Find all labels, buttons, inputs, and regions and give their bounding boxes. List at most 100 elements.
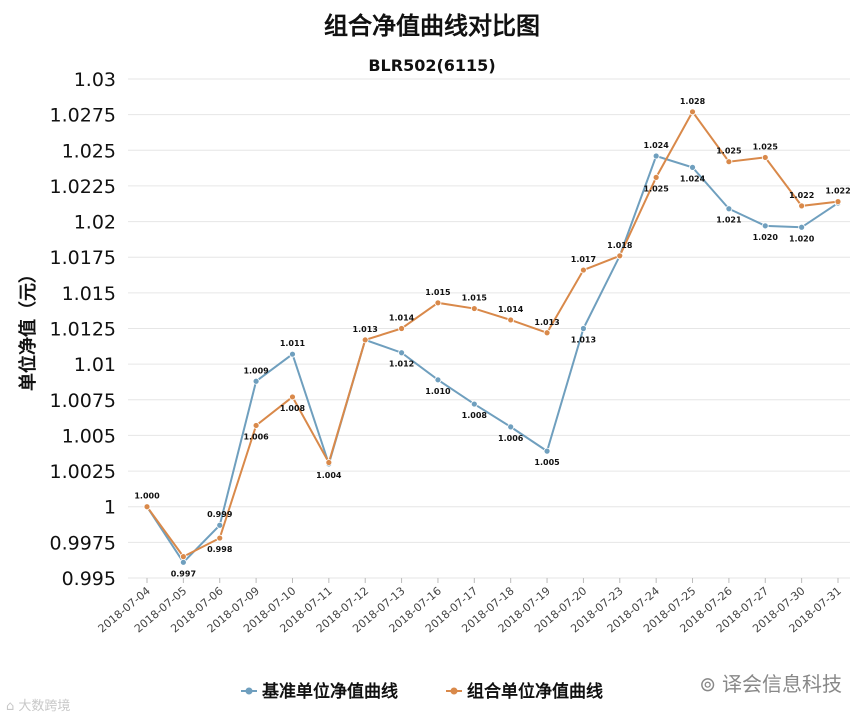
data-label: 1.000 (134, 492, 160, 501)
data-label: 1.009 (243, 366, 269, 375)
data-label: 0.999 (207, 510, 233, 519)
data-label: 1.020 (753, 233, 779, 242)
series-lines (143, 108, 842, 566)
data-point (434, 299, 442, 307)
y-tick-label: 0.995 (62, 568, 116, 590)
y-tick-label: 1.015 (62, 283, 116, 305)
data-label: 1.005 (534, 458, 560, 467)
data-label: 1.021 (716, 216, 742, 225)
data-label: 1.012 (389, 360, 414, 369)
data-label: 1.008 (462, 411, 488, 420)
data-point (543, 447, 551, 455)
legend-label: 基准单位净值曲线 (261, 681, 398, 702)
data-label: 1.020 (789, 234, 815, 243)
data-point (325, 459, 333, 466)
legend-item-1[interactable]: 基准单位净值曲线 (241, 681, 398, 702)
y-axis-label: 单位净值（元） (17, 265, 39, 391)
data-point (507, 316, 515, 324)
data-label: 1.006 (243, 432, 269, 441)
data-label: 1.017 (571, 255, 596, 264)
data-point (398, 325, 405, 332)
data-label: 1.013 (353, 325, 378, 334)
data-label: 1.014 (498, 305, 524, 314)
watermark-right: ⊚ 译会信息科技 (699, 672, 842, 696)
data-point (289, 350, 296, 358)
data-point (507, 423, 515, 431)
data-point (179, 553, 187, 561)
chart-title: 组合净值曲线对比图 (324, 12, 540, 40)
legend[interactable]: 基准单位净值曲线 组合单位净值曲线 (241, 681, 603, 702)
y-tick-label: 1.0075 (50, 390, 116, 412)
x-axis-ticks: 2018-07-042018-07-052018-07-062018-07-09… (96, 578, 844, 635)
data-point (798, 202, 806, 210)
y-tick-label: 1.0275 (50, 105, 116, 127)
data-label: 1.025 (644, 184, 670, 193)
data-label: 1.022 (789, 191, 814, 200)
y-tick-label: 1.03 (74, 69, 116, 91)
data-point (216, 534, 224, 542)
y-tick-label: 1.02 (74, 212, 116, 234)
data-label: 1.004 (316, 471, 342, 480)
wechat-icon: ⊚ (699, 672, 716, 696)
data-label: 0.998 (207, 545, 233, 554)
data-point (725, 205, 733, 213)
data-point (470, 400, 478, 408)
data-label: 1.018 (607, 241, 633, 250)
legend-marker-icon (245, 687, 253, 695)
data-point (798, 223, 806, 231)
data-point (179, 558, 187, 566)
data-point (689, 108, 696, 116)
data-point (216, 521, 224, 529)
data-point (652, 152, 660, 160)
data-point (252, 422, 260, 429)
watermark-left: ⌂ 大数跨境 (6, 699, 71, 714)
data-point (761, 154, 769, 161)
y-tick-label: 1.005 (62, 425, 116, 447)
data-label: 1.011 (280, 339, 306, 348)
y-tick-label: 1.0025 (50, 461, 116, 483)
legend-label: 组合单位净值曲线 (467, 681, 603, 702)
gridlines (128, 78, 850, 579)
data-point (398, 349, 405, 357)
data-label: 1.013 (571, 336, 596, 345)
y-tick-label: 1.01 (74, 354, 116, 376)
data-label: 1.024 (644, 141, 670, 150)
data-point (834, 198, 842, 206)
data-label: 1.010 (425, 387, 451, 396)
data-label: 1.015 (462, 294, 488, 303)
y-tick-label: 1.0125 (50, 319, 116, 341)
data-point (252, 377, 260, 385)
y-axis-ticks: 1.03 1.0275 1.025 1.0225 1.02 1.0175 1.015 1.01… (50, 69, 116, 590)
data-label: 1.024 (680, 174, 706, 183)
chart-subtitle: BLR502(6115) (368, 56, 495, 75)
data-point (580, 266, 587, 274)
watermark-logo-icon: ⌂ (6, 699, 19, 714)
series-line-1 (146, 154, 839, 564)
y-tick-label: 1.0175 (50, 247, 116, 269)
data-point (761, 222, 769, 230)
data-label: 1.022 (825, 187, 850, 196)
data-labels: 1.000 0.997 0.999 0.998 1.009 1.006 1.011 1.008… (134, 97, 850, 579)
data-label: 1.006 (498, 434, 524, 443)
data-label: 1.025 (753, 142, 779, 151)
data-point (616, 252, 624, 260)
data-label: 1.025 (716, 147, 742, 156)
data-point (689, 163, 696, 171)
legend-item-2[interactable]: 组合单位净值曲线 (446, 681, 603, 702)
y-tick-label: 1.025 (62, 140, 116, 162)
data-label: 1.014 (389, 314, 415, 323)
data-point (543, 329, 551, 337)
data-point (470, 305, 478, 312)
data-point (652, 173, 660, 181)
data-label: 1.015 (425, 288, 451, 297)
data-point (143, 503, 151, 511)
data-point (289, 393, 296, 401)
data-label: 1.008 (280, 404, 306, 413)
data-point (580, 325, 587, 332)
data-point (361, 336, 369, 344)
y-tick-label: 1 (104, 497, 116, 519)
data-label: 1.013 (534, 318, 559, 327)
y-tick-label: 1.0225 (50, 176, 116, 198)
data-point (725, 158, 733, 166)
